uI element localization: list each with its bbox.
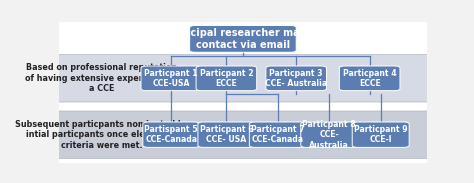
FancyBboxPatch shape (198, 122, 255, 147)
Text: Particpant 4
ECCE: Particpant 4 ECCE (343, 69, 397, 88)
FancyBboxPatch shape (56, 55, 429, 102)
Text: Particpant 2
ECCE: Particpant 2 ECCE (200, 69, 253, 88)
Text: Particpant 9
CCE-I: Particpant 9 CCE-I (354, 125, 408, 144)
Text: Subsequent particpants nominated by
intial particpants once elegibility
criteria: Subsequent particpants nominated by inti… (15, 120, 189, 150)
FancyBboxPatch shape (249, 122, 306, 147)
Text: Particpant 8
CCE-
Australia: Particpant 8 CCE- Australia (302, 120, 356, 150)
FancyBboxPatch shape (55, 20, 430, 164)
Text: Particpant 1
CCE-USA: Particpant 1 CCE-USA (145, 69, 198, 88)
FancyBboxPatch shape (339, 66, 400, 91)
FancyBboxPatch shape (141, 66, 201, 91)
FancyBboxPatch shape (301, 122, 358, 147)
FancyBboxPatch shape (56, 111, 429, 158)
Text: Based on professional reputation
of having extensive experience in
a CCE: Based on professional reputation of havi… (25, 64, 178, 93)
FancyBboxPatch shape (266, 66, 327, 91)
FancyBboxPatch shape (143, 122, 200, 147)
FancyBboxPatch shape (196, 66, 257, 91)
Text: Principal researcher makes
contact via email: Principal researcher makes contact via e… (168, 28, 318, 50)
Text: Particpant 3
CCE- Australia: Particpant 3 CCE- Australia (265, 69, 327, 88)
Text: Particpant 7
CCE-Canada: Particpant 7 CCE-Canada (251, 125, 305, 144)
Text: Partispant 5
CCE-Canada: Partispant 5 CCE-Canada (145, 125, 198, 144)
FancyBboxPatch shape (352, 122, 409, 147)
Text: Particpant 6
CCE- USA: Particpant 6 CCE- USA (200, 125, 253, 144)
FancyBboxPatch shape (190, 25, 296, 52)
